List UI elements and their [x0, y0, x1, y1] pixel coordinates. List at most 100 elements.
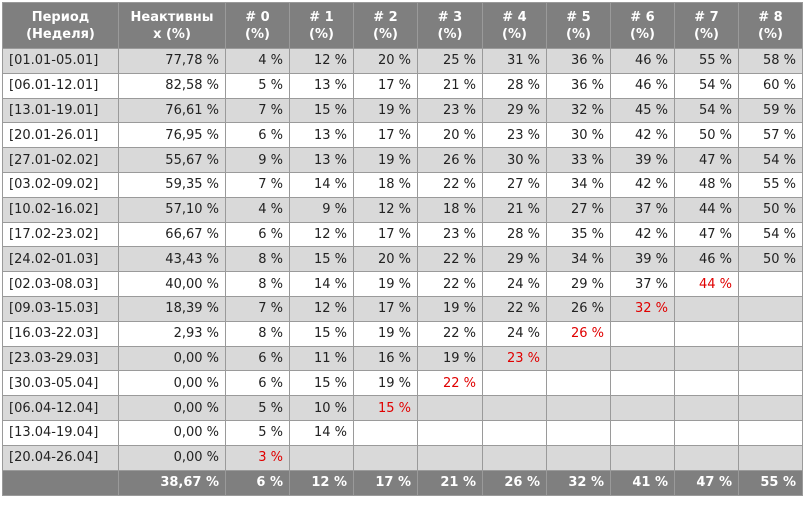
- week-6-cell: [610, 419, 675, 446]
- column-header-week-2: # 2 (%): [353, 2, 418, 49]
- week-8-cell: 50 %: [738, 196, 803, 223]
- table-row: [23.03-29.03] 0,00 % 6 % 11 % 16 % 19 % 23 %: [2, 345, 803, 372]
- week-8-cell: 59 %: [738, 97, 803, 124]
- week-1-cell: 13 %: [289, 147, 354, 173]
- week-7-cell: 54 %: [674, 97, 739, 124]
- week-5-cell: 33 %: [546, 147, 611, 173]
- week-6-cell: 39 %: [610, 147, 675, 173]
- week-0-cell: 8 %: [225, 271, 290, 297]
- header-line-2: (%): [245, 26, 270, 42]
- week-7-cell: 46 %: [674, 246, 739, 273]
- totals-week-1-cell: 12 %: [289, 469, 354, 496]
- header-line-1: # 5: [566, 9, 591, 25]
- week-5-cell: 35 %: [546, 221, 611, 248]
- totals-week-0-cell: 6 %: [225, 469, 290, 496]
- week-5-cell: 36 %: [546, 72, 611, 99]
- week-1-cell: 15 %: [289, 320, 354, 347]
- week-1-cell: 12 %: [289, 48, 354, 74]
- week-4-cell: [482, 419, 547, 446]
- week-3-cell: 26 %: [417, 147, 483, 173]
- table-row: [13.01-19.01] 76,61 % 7 % 15 % 19 % 23 % 29 % 3…: [2, 97, 803, 124]
- inactive-cell: 55,67 %: [118, 147, 226, 173]
- week-7-cell: [674, 345, 739, 372]
- inactive-cell: 0,00 %: [118, 345, 226, 372]
- header-line-1: Неактивны: [130, 9, 214, 25]
- week-6-cell: [610, 395, 675, 421]
- table-row: [09.03-15.03] 18,39 % 7 % 12 % 17 % 19 % 22 % 2…: [2, 295, 803, 322]
- week-3-cell: 22 %: [417, 370, 483, 397]
- week-8-cell: 60 %: [738, 72, 803, 99]
- inactive-cell: 66,67 %: [118, 221, 226, 248]
- week-0-cell: 4 %: [225, 48, 290, 74]
- table-row: [06.01-12.01] 82,58 % 5 % 13 % 17 % 21 % 28 % 3…: [2, 72, 803, 99]
- inactive-cell: 76,95 %: [118, 122, 226, 149]
- table-row: [10.02-16.02] 57,10 % 4 % 9 % 12 % 18 % 21 % 27…: [2, 196, 803, 223]
- week-6-cell: [610, 444, 675, 471]
- week-5-cell: [546, 345, 611, 372]
- week-3-cell: 22 %: [417, 320, 483, 347]
- week-5-cell: 26 %: [546, 320, 611, 347]
- week-8-cell: [738, 320, 803, 347]
- week-6-cell: 42 %: [610, 171, 675, 198]
- week-2-cell: 19 %: [353, 271, 418, 297]
- week-8-cell: [738, 395, 803, 421]
- week-0-cell: 7 %: [225, 171, 290, 198]
- period-cell: [06.01-12.01]: [2, 72, 119, 99]
- header-line-1: # 1: [309, 9, 334, 25]
- week-8-cell: [738, 271, 803, 297]
- table-row: [20.04-26.04] 0,00 % 3 %: [2, 444, 803, 471]
- week-1-cell: 13 %: [289, 122, 354, 149]
- week-6-cell: [610, 320, 675, 347]
- week-6-cell: 42 %: [610, 122, 675, 149]
- retention-table-container: Период (Неделя) Неактивны х (%) # 0 (%) # 1 (%)…: [2, 2, 803, 496]
- week-5-cell: 26 %: [546, 295, 611, 322]
- week-0-cell: 8 %: [225, 320, 290, 347]
- week-2-cell: 12 %: [353, 196, 418, 223]
- week-7-cell: [674, 395, 739, 421]
- week-4-cell: [482, 444, 547, 471]
- week-7-cell: 54 %: [674, 72, 739, 99]
- header-line-2: (%): [758, 26, 783, 42]
- inactive-cell: 77,78 %: [118, 48, 226, 74]
- table-row: [03.02-09.02] 59,35 % 7 % 14 % 18 % 22 % 27 % 3…: [2, 171, 803, 198]
- week-4-cell: 31 %: [482, 48, 547, 74]
- period-cell: [02.03-08.03]: [2, 271, 119, 297]
- week-4-cell: [482, 395, 547, 421]
- period-cell: [17.02-23.02]: [2, 221, 119, 248]
- week-8-cell: 55 %: [738, 171, 803, 198]
- week-0-cell: 6 %: [225, 345, 290, 372]
- week-5-cell: 27 %: [546, 196, 611, 223]
- table-row: [20.01-26.01] 76,95 % 6 % 13 % 17 % 20 % 23 % 3…: [2, 122, 803, 149]
- week-4-cell: [482, 370, 547, 397]
- week-2-cell: 17 %: [353, 72, 418, 99]
- week-7-cell: 48 %: [674, 171, 739, 198]
- week-7-cell: 44 %: [674, 196, 739, 223]
- inactive-cell: 2,93 %: [118, 320, 226, 347]
- totals-week-7-cell: 47 %: [674, 469, 739, 496]
- period-cell: [03.02-09.02]: [2, 171, 119, 198]
- table-row: [01.01-05.01] 77,78 % 4 % 12 % 20 % 25 % 31 % 3…: [2, 48, 803, 74]
- week-4-cell: 23 %: [482, 345, 547, 372]
- week-3-cell: 22 %: [417, 271, 483, 297]
- week-0-cell: 3 %: [225, 444, 290, 471]
- week-8-cell: [738, 419, 803, 446]
- week-8-cell: 54 %: [738, 147, 803, 173]
- column-header-week-5: # 5 (%): [546, 2, 611, 49]
- header-line-1: # 4: [502, 9, 527, 25]
- inactive-cell: 0,00 %: [118, 370, 226, 397]
- header-line-2: (Неделя): [26, 26, 95, 42]
- week-6-cell: [610, 345, 675, 372]
- period-cell: [20.01-26.01]: [2, 122, 119, 149]
- retention-table: Период (Неделя) Неактивны х (%) # 0 (%) # 1 (%)…: [2, 2, 803, 496]
- week-7-cell: [674, 320, 739, 347]
- week-2-cell: 19 %: [353, 147, 418, 173]
- header-line-1: # 7: [694, 9, 719, 25]
- column-header-week-1: # 1 (%): [289, 2, 354, 49]
- week-7-cell: 50 %: [674, 122, 739, 149]
- period-cell: [10.02-16.02]: [2, 196, 119, 223]
- week-0-cell: 6 %: [225, 370, 290, 397]
- inactive-cell: 57,10 %: [118, 196, 226, 223]
- week-7-cell: [674, 419, 739, 446]
- header-line-2: (%): [630, 26, 655, 42]
- week-1-cell: 15 %: [289, 97, 354, 124]
